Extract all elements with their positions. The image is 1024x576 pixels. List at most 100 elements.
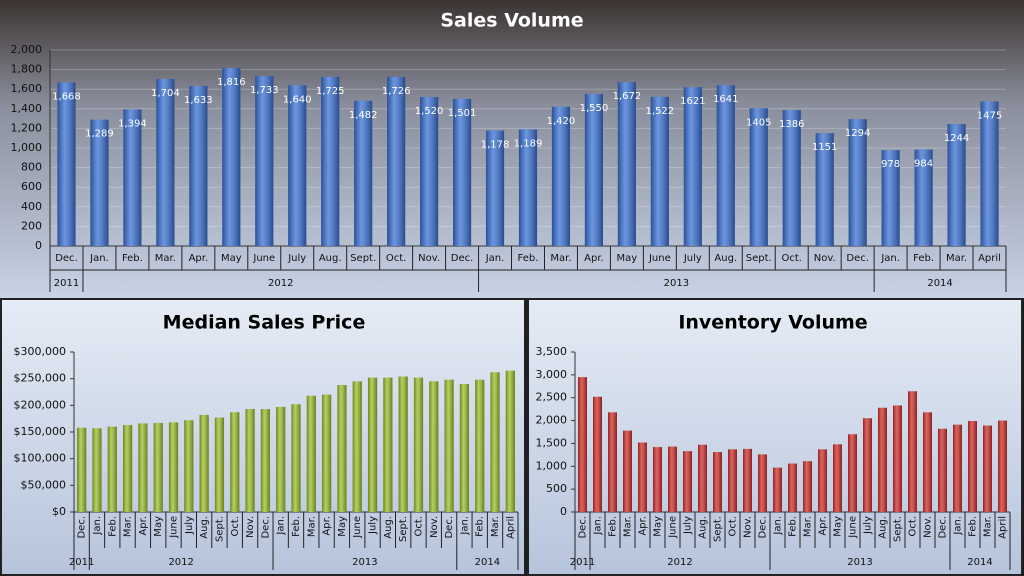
value-label: 1621: [680, 96, 705, 107]
year-label: 2011: [69, 557, 94, 568]
x-tick-label: June: [169, 516, 180, 539]
bar-shine: [914, 149, 933, 246]
value-label: 1,550: [580, 103, 609, 114]
bar-shine: [475, 379, 485, 512]
x-tick-label: Oct.: [908, 516, 919, 536]
x-tick-label: Feb.: [518, 253, 539, 264]
bar-shine: [848, 119, 867, 246]
x-tick-label: July: [184, 516, 195, 535]
bar-shine: [749, 108, 768, 246]
y-tick-label: $150,000: [14, 425, 67, 438]
x-tick-label: Dec.: [55, 253, 78, 264]
year-label: 2014: [927, 278, 952, 289]
x-tick-label: Aug.: [714, 253, 737, 264]
x-tick-label: Mar.: [490, 516, 501, 537]
bar-shine: [92, 428, 102, 512]
bar-shine: [184, 420, 194, 512]
y-tick-label: 600: [21, 180, 42, 193]
bar-shine: [668, 446, 677, 512]
value-label: 1405: [746, 117, 771, 128]
bar-shine: [653, 447, 662, 512]
y-tick-label: 2,000: [536, 414, 568, 427]
x-tick-label: Dec.: [260, 516, 271, 539]
bar-shine: [413, 377, 424, 512]
value-label: 1,733: [250, 85, 279, 96]
bar-shine: [156, 79, 175, 247]
bar-shine: [387, 76, 406, 247]
x-tick-label: Nov.: [429, 516, 440, 538]
bar-shine: [260, 409, 270, 512]
year-label: 2012: [667, 557, 692, 568]
year-label: 2013: [664, 278, 689, 289]
x-tick-label: Mar.: [983, 516, 994, 537]
bar-shine: [57, 82, 76, 246]
x-tick-label: Dec.: [578, 516, 589, 539]
x-tick-label: Feb.: [291, 516, 302, 537]
x-tick-label: Nov.: [418, 253, 440, 264]
bar-shine: [321, 76, 340, 246]
x-tick-label: Sept.: [893, 516, 904, 542]
year-label: 2013: [352, 557, 377, 568]
year-label: 2011: [570, 557, 595, 568]
x-tick-label: Feb.: [122, 253, 143, 264]
x-tick-label: Nov.: [814, 253, 836, 264]
bar-shine: [153, 422, 163, 512]
value-label: 1,178: [481, 140, 510, 151]
x-tick-label: Mar.: [123, 516, 134, 537]
value-label: 1,633: [184, 95, 213, 106]
bar-shine: [848, 434, 857, 512]
value-label: 1475: [977, 110, 1002, 121]
bar-shine: [383, 377, 393, 512]
bar-shine: [459, 384, 470, 512]
bar-shine: [306, 395, 316, 512]
x-tick-label: Jan.: [593, 516, 604, 536]
x-tick-label: May: [221, 253, 242, 264]
bar-shine: [222, 68, 241, 246]
x-tick-label: Mar.: [946, 253, 967, 264]
value-label: 1244: [944, 133, 969, 144]
bar-shine: [998, 420, 1007, 512]
bar-shine: [288, 85, 307, 246]
y-tick-label: 3,500: [536, 345, 568, 358]
bar-shine: [584, 94, 603, 246]
x-tick-label: Apr.: [638, 516, 649, 536]
bar-shine: [189, 85, 208, 246]
y-tick-label: 400: [21, 200, 42, 213]
y-tick-label: 0: [560, 505, 567, 518]
x-tick-label: Jan.: [880, 253, 900, 264]
x-tick-label: Apr.: [189, 253, 209, 264]
bar-shine: [803, 461, 812, 512]
bar-shine: [578, 377, 587, 512]
x-tick-label: Feb.: [968, 516, 979, 537]
bar-shine: [444, 379, 454, 512]
x-tick-label: Sept.: [713, 516, 724, 542]
x-tick-label: Oct.: [413, 516, 424, 536]
chart-title: Sales Volume: [440, 10, 583, 32]
bar-shine: [398, 376, 408, 512]
x-tick-label: Nov.: [923, 516, 934, 538]
y-tick-label: 1,000: [536, 459, 568, 472]
bar-shine: [923, 412, 932, 512]
bar-shine: [518, 129, 538, 246]
x-tick-label: May: [153, 516, 164, 537]
y-tick-label: 1,200: [11, 121, 43, 134]
bar-shine: [107, 426, 117, 512]
bar-shine: [77, 427, 87, 512]
x-tick-label: Oct.: [781, 253, 801, 264]
bar-shine: [980, 101, 999, 246]
value-label: 1,704: [151, 88, 180, 99]
x-tick-label: Sept.: [746, 253, 772, 264]
x-tick-label: Aug.: [319, 253, 342, 264]
x-tick-label: May: [833, 516, 844, 537]
x-tick-label: June: [668, 516, 679, 539]
x-tick-label: June: [352, 516, 363, 539]
x-tick-label: Mar.: [623, 516, 634, 537]
x-tick-label: Dec.: [77, 516, 88, 539]
x-tick-label: Oct.: [728, 516, 739, 536]
value-label: 1641: [713, 94, 738, 105]
value-label: 1,668: [52, 92, 81, 103]
x-tick-label: May: [617, 253, 638, 264]
x-tick-label: Dec.: [846, 253, 869, 264]
value-label: 1,816: [217, 77, 246, 88]
